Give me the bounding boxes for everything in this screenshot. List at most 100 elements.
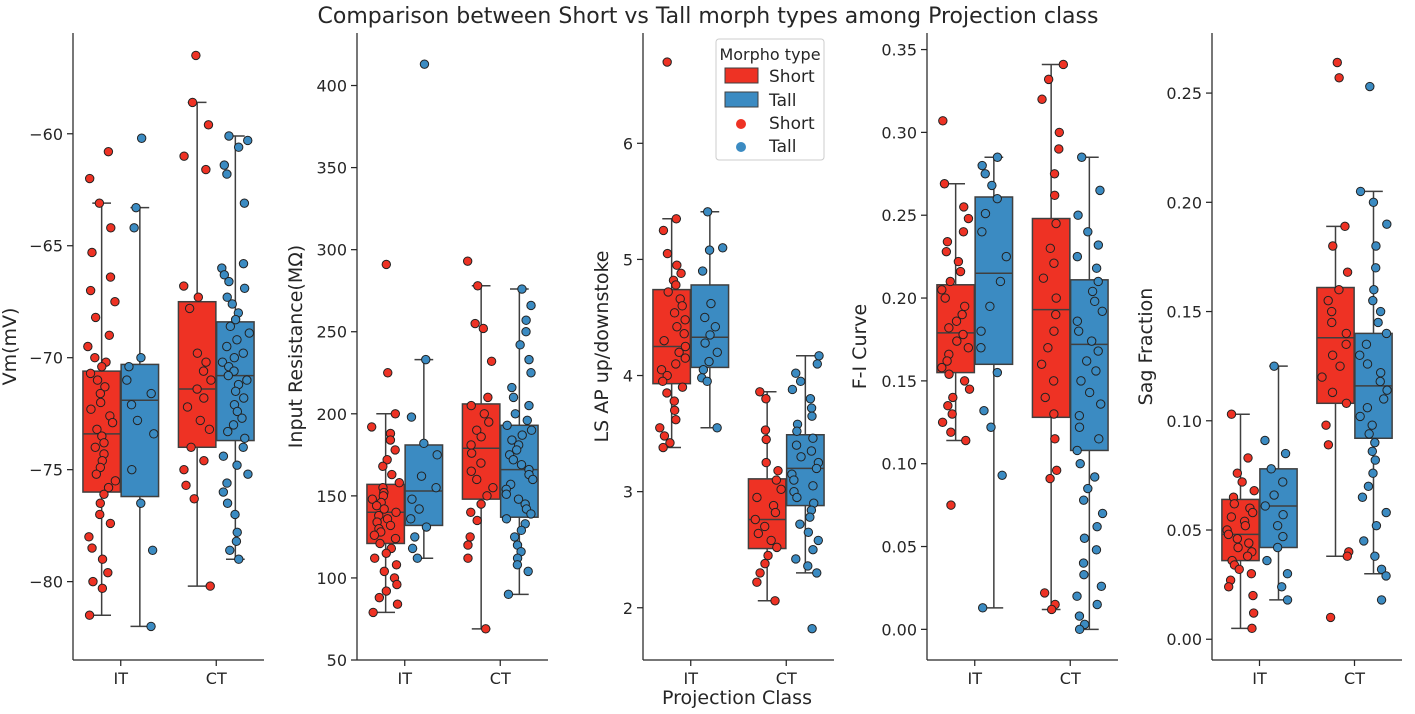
data-point [516, 525, 527, 536]
data-point [524, 400, 534, 411]
data-point [179, 281, 189, 291]
data-point [1247, 507, 1258, 518]
data-point [228, 420, 239, 430]
data-point [466, 466, 476, 476]
data-point [946, 500, 956, 510]
data-point [1365, 81, 1375, 92]
data-point [1382, 219, 1392, 229]
data-point [85, 368, 96, 379]
data-point [803, 561, 813, 571]
data-point [223, 426, 233, 437]
data-point [942, 237, 953, 247]
box-ct-short [461, 285, 501, 630]
y-tick-label: −80 [29, 573, 63, 592]
data-point [1249, 485, 1259, 496]
data-point [524, 354, 534, 365]
data-point [702, 376, 712, 387]
data-point [807, 411, 817, 421]
data-point [192, 384, 202, 394]
data-point [526, 509, 536, 519]
data-point [951, 316, 962, 326]
data-point [501, 514, 512, 524]
data-point [392, 599, 403, 609]
y-tick-label: 250 [316, 323, 347, 342]
data-point [669, 308, 680, 318]
data-point [1090, 472, 1100, 482]
data-point [939, 179, 950, 189]
data-point [671, 359, 681, 369]
legend-box-swatch-tall [724, 91, 759, 108]
data-point [752, 577, 762, 587]
data-point [977, 603, 988, 613]
data-point [462, 256, 473, 266]
data-point [992, 193, 1002, 204]
data-point [814, 351, 824, 361]
data-point [677, 301, 687, 311]
x-tick-label: IT [1252, 669, 1267, 688]
data-point [1278, 477, 1288, 487]
data-point [463, 553, 473, 563]
data-point [808, 544, 818, 555]
data-point [807, 623, 817, 634]
data-point [655, 423, 665, 433]
points-ct-tall [217, 131, 255, 564]
data-point [772, 542, 782, 553]
y-axis-label: F-I Curve [849, 304, 871, 389]
data-point [1039, 588, 1050, 598]
data-point [184, 303, 195, 314]
data-point [1369, 284, 1379, 295]
data-point [231, 536, 242, 547]
data-point [1091, 545, 1102, 555]
data-point [110, 297, 120, 307]
data-point [700, 338, 710, 348]
x-tick-label: IT [398, 669, 413, 688]
data-point [131, 202, 141, 213]
data-point [808, 433, 818, 443]
data-point [761, 394, 771, 404]
y-tick-label: −75 [29, 461, 63, 480]
subplot-4: 0.00 0.05 0.10 0.15 0.20 0.25 0.30 0.35 IT CT F-I … [849, 33, 1118, 688]
points-it-tall [697, 207, 728, 433]
data-point [787, 384, 798, 395]
data-point [379, 504, 389, 514]
data-point [941, 246, 952, 257]
data-point [390, 409, 401, 419]
data-point [419, 59, 430, 69]
data-point [95, 397, 106, 408]
data-point [1043, 74, 1054, 85]
data-point [97, 554, 108, 564]
data-point [136, 352, 146, 363]
data-point [1327, 387, 1338, 398]
data-point [1342, 551, 1352, 561]
data-point [87, 247, 97, 258]
data-point [1073, 210, 1083, 220]
points-it-tall [976, 152, 1012, 613]
data-point [663, 287, 673, 297]
data-point [976, 343, 986, 353]
data-point [222, 169, 232, 179]
data-point [419, 438, 429, 449]
box-iqr [974, 196, 1014, 366]
data-point [1089, 296, 1100, 307]
data-point [476, 458, 486, 468]
data-point [515, 340, 525, 350]
data-point [700, 312, 710, 323]
data-point [1361, 339, 1372, 350]
data-point [382, 455, 392, 465]
data-point [753, 528, 764, 539]
data-point [206, 375, 216, 385]
data-point [92, 424, 102, 435]
data-point [1232, 534, 1243, 544]
data-point [242, 375, 252, 385]
data-point [95, 388, 106, 399]
data-point [1097, 306, 1108, 316]
data-point [704, 245, 715, 255]
data-point [961, 435, 971, 446]
data-point [1040, 392, 1050, 403]
data-point [1243, 453, 1253, 463]
data-point [1058, 59, 1069, 70]
data-point [791, 554, 801, 564]
data-point [944, 369, 954, 379]
data-point [979, 405, 989, 416]
data-point [394, 478, 405, 488]
